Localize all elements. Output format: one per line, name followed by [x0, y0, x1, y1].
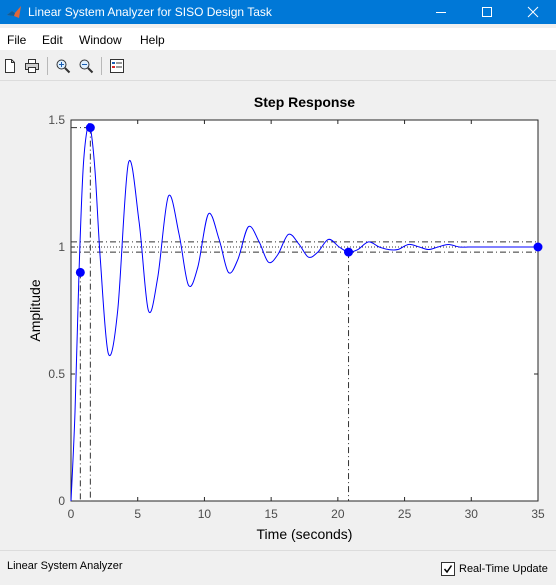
menu-edit[interactable]: Edit — [42, 33, 63, 47]
x-tick-label: 10 — [198, 507, 212, 521]
zoom-out-icon[interactable] — [76, 56, 96, 76]
y-axis-label: Amplitude — [27, 279, 43, 341]
realtime-update-label: Real-Time Update — [459, 563, 548, 575]
y-tick-label: 0 — [58, 494, 65, 508]
menu-help[interactable]: Help — [140, 33, 165, 47]
axes-box — [70, 119, 539, 502]
title-bar: Linear System Analyzer for SISO Design T… — [0, 0, 556, 24]
checkbox-box[interactable] — [441, 562, 455, 576]
y-tick-label: 1.5 — [48, 113, 65, 127]
y-tick-label: 1 — [58, 240, 65, 254]
matlab-logo-icon — [6, 4, 22, 20]
chart-title: Step Response — [254, 94, 355, 110]
x-axis-label: Time (seconds) — [257, 526, 353, 542]
x-tick-label: 20 — [331, 507, 345, 521]
menu-file[interactable]: File — [7, 33, 27, 47]
characteristic-marker — [533, 242, 543, 252]
step-response-line — [70, 123, 538, 502]
status-bar: Linear System Analyzer Real-Time Update — [0, 550, 556, 585]
characteristic-marker — [344, 247, 354, 257]
menu-bar: File Edit Window Help — [0, 28, 556, 50]
new-document-icon[interactable] — [0, 56, 20, 76]
x-tick-label: 25 — [398, 507, 412, 521]
zoom-in-icon[interactable] — [53, 56, 73, 76]
x-tick-label: 35 — [531, 507, 545, 521]
characteristic-marker — [85, 123, 95, 133]
maximize-button[interactable] — [464, 0, 510, 24]
menu-window[interactable]: Window — [79, 33, 122, 47]
print-icon[interactable] — [22, 56, 42, 76]
minimize-button[interactable] — [418, 0, 464, 24]
x-tick-label: 15 — [264, 507, 278, 521]
step-response-chart[interactable]: 0 5 10 15 20 25 30 35 0 0.5 1 1.5 Step Response Time … — [0, 82, 556, 548]
legend-icon[interactable] — [107, 56, 127, 76]
characteristic-marker — [75, 267, 85, 277]
toolbar — [0, 52, 556, 81]
status-text: Linear System Analyzer — [7, 560, 123, 572]
window-title: Linear System Analyzer for SISO Design T… — [28, 5, 272, 19]
plot-area: 0 5 10 15 20 25 30 35 0 0.5 1 1.5 Step Response Time … — [0, 82, 556, 548]
x-tick-label: 30 — [465, 507, 479, 521]
toolbar-separator — [47, 57, 48, 75]
y-tick-label: 0.5 — [48, 367, 65, 381]
x-tick-label: 0 — [68, 507, 75, 521]
realtime-update-checkbox[interactable]: Real-Time Update — [441, 562, 548, 576]
toolbar-separator — [101, 57, 102, 75]
x-tick-label: 5 — [134, 507, 141, 521]
close-button[interactable] — [510, 0, 556, 24]
